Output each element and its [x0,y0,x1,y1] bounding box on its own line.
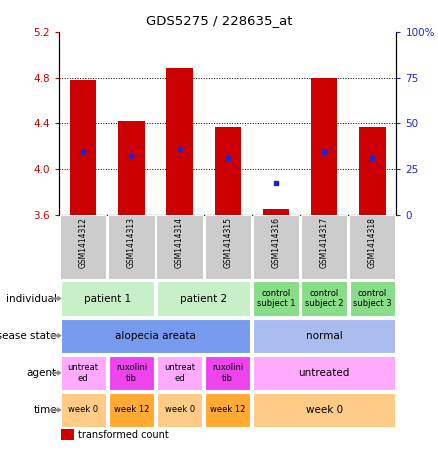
Bar [166,68,193,215]
Text: individual: individual [6,294,57,304]
Bar [215,127,241,215]
Bar [60,356,106,390]
Bar [263,209,289,215]
Text: normal: normal [306,331,343,341]
Bar [156,215,203,279]
Text: week 0: week 0 [68,405,98,414]
Text: GSM1414315: GSM1414315 [223,217,232,268]
Bar [311,77,337,215]
Bar [301,281,347,316]
Text: week 0: week 0 [165,405,194,414]
Bar [253,393,395,427]
Text: patient 2: patient 2 [180,294,227,304]
Bar [205,356,251,390]
Bar [253,318,395,353]
Bar [301,215,347,279]
Bar [108,215,155,279]
Bar [359,127,385,215]
Text: ruxolini
tib: ruxolini tib [212,363,244,382]
Text: control
subject 3: control subject 3 [353,289,392,308]
Text: GSM1414312: GSM1414312 [79,217,88,268]
Bar [60,393,106,427]
Bar [253,356,395,390]
Bar [118,121,145,215]
Bar [70,80,96,215]
Text: agent: agent [27,368,57,378]
Text: untreat
ed: untreat ed [164,363,195,382]
Text: untreat
ed: untreat ed [68,363,99,382]
Text: disease state: disease state [0,331,57,341]
Text: ruxolini
tib: ruxolini tib [116,363,147,382]
Bar [350,281,395,316]
Bar [109,393,154,427]
Bar [349,215,396,279]
Text: GSM1414318: GSM1414318 [368,217,377,268]
Text: GSM1414314: GSM1414314 [175,217,184,268]
Bar [60,215,106,279]
Text: GSM1414313: GSM1414313 [127,217,136,268]
Text: GSM1414317: GSM1414317 [320,217,328,268]
Text: untreated: untreated [298,368,350,378]
Text: GDS5275 / 228635_at: GDS5275 / 228635_at [146,14,292,27]
Bar [157,281,251,316]
Bar [60,318,251,353]
Text: time: time [33,405,57,415]
Bar [157,356,202,390]
Bar [157,393,202,427]
Text: GSM1414316: GSM1414316 [272,217,280,268]
Text: week 12: week 12 [114,405,149,414]
Bar [60,281,154,316]
Text: alopecia areata: alopecia areata [115,331,196,341]
Bar [253,215,299,279]
Text: week 0: week 0 [306,405,343,415]
Text: control
subject 1: control subject 1 [257,289,295,308]
Text: week 12: week 12 [210,405,245,414]
Text: control
subject 2: control subject 2 [305,289,343,308]
Bar [253,281,299,316]
Text: transformed count: transformed count [78,430,168,440]
Bar [205,215,251,279]
Bar [205,393,251,427]
Text: patient 1: patient 1 [84,294,131,304]
Bar [109,356,154,390]
